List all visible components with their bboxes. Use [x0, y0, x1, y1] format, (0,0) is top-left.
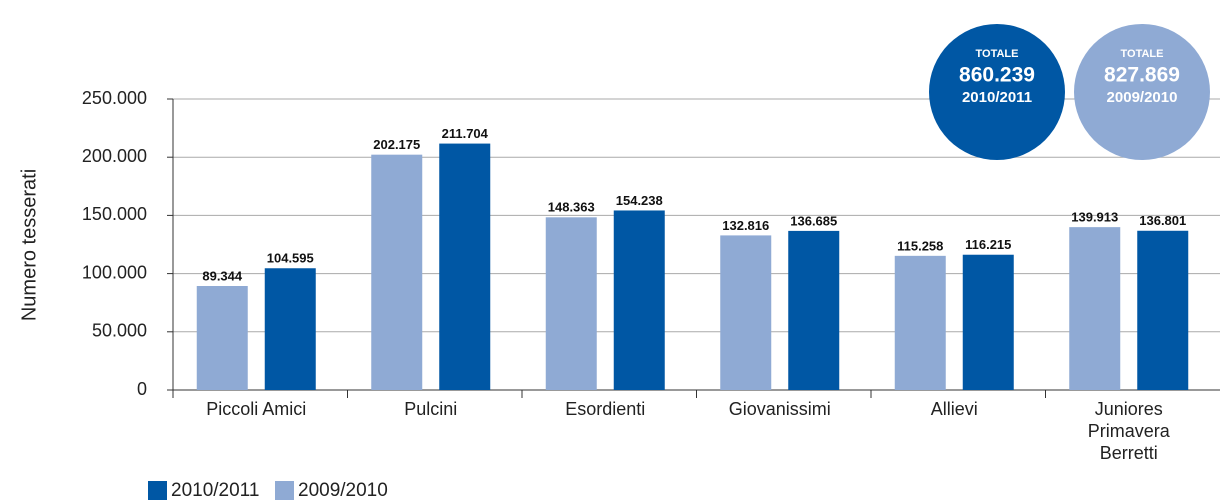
x-tick-label: Esordienti	[565, 399, 646, 419]
total-title: TOTALE	[976, 48, 1019, 60]
legend-swatch	[275, 481, 294, 500]
x-tick-label: Pulcini	[404, 399, 458, 419]
value-label: 115.258	[897, 238, 943, 253]
bar	[264, 268, 316, 390]
value-label: 148.363	[548, 200, 595, 215]
x-tick-label: Juniores Primavera Berretti	[1087, 399, 1170, 463]
y-tick-label: 100.000	[82, 262, 147, 282]
legend-label: 2009/2010	[298, 480, 388, 500]
y-tick-label: 0	[137, 379, 147, 399]
x-tick-label: Allievi	[930, 399, 978, 419]
y-tick-label: 200.000	[82, 146, 147, 166]
value-label: 104.595	[267, 251, 314, 266]
bar	[962, 254, 1014, 390]
bar	[439, 143, 491, 390]
total-period: 2009/2010	[1107, 89, 1178, 106]
bar	[1137, 230, 1189, 390]
x-tick-label: Piccoli Amici	[206, 399, 307, 419]
total-title: TOTALE	[1121, 48, 1164, 60]
bar	[545, 217, 597, 390]
total-value: 860.239	[959, 64, 1035, 87]
value-label: 132.816	[722, 218, 769, 233]
legend-swatch	[148, 481, 167, 500]
y-tick-label: 150.000	[82, 204, 147, 224]
bar	[371, 154, 423, 390]
value-label: 116.215	[965, 237, 1011, 252]
bar	[894, 255, 946, 390]
value-label: 211.704	[442, 126, 489, 141]
total-period: 2010/2011	[962, 89, 1032, 106]
bar	[613, 210, 665, 390]
value-label: 136.801	[1139, 213, 1186, 228]
total-value: 827.869	[1104, 64, 1180, 87]
bar	[1069, 227, 1121, 390]
value-label: 139.913	[1071, 210, 1118, 225]
x-tick-label: Giovanissimi	[728, 399, 831, 419]
value-label: 136.685	[790, 213, 837, 228]
total-circle	[929, 24, 1065, 160]
y-tick-label: 50.000	[92, 321, 147, 341]
bar	[196, 286, 248, 390]
y-axis-label: Numero tesserati	[18, 169, 40, 321]
value-label: 202.175	[373, 137, 420, 152]
value-label: 89.344	[202, 268, 243, 283]
bar	[788, 230, 840, 390]
legend-label: 2010/2011	[171, 480, 259, 500]
total-circle	[1074, 24, 1210, 160]
bar	[720, 235, 772, 390]
y-tick-label: 250.000	[82, 88, 147, 108]
value-label: 154.238	[616, 193, 663, 208]
